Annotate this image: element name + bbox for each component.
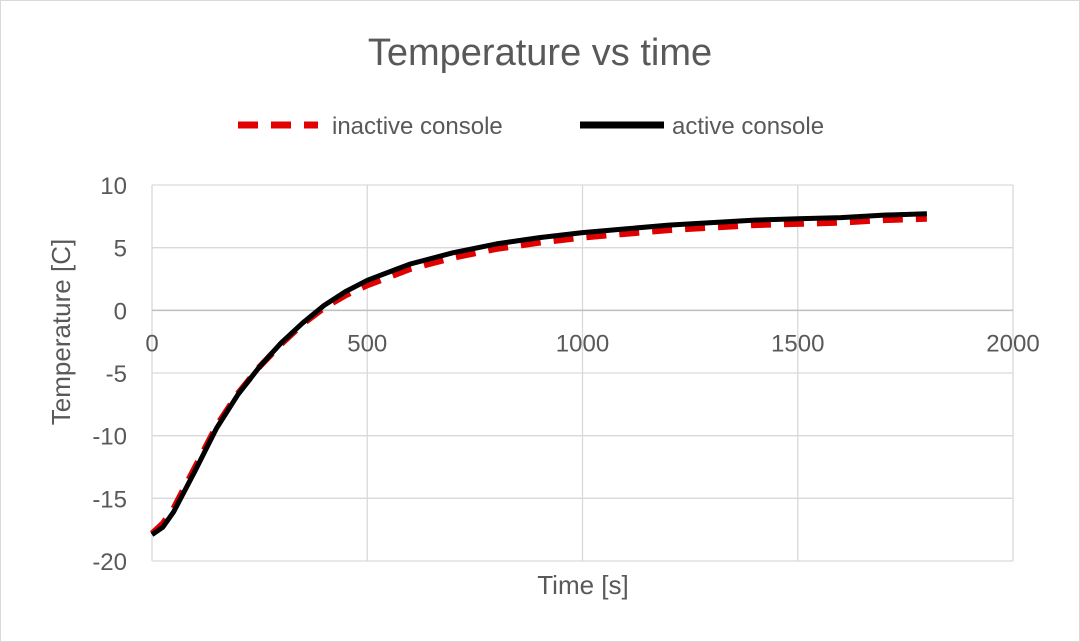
y-tick-label: -10 <box>92 424 127 451</box>
tick-labels: -20 -15 -10 -5 0 5 10 0 500 1000 1500 2000 <box>92 173 1039 576</box>
series-group <box>149 211 927 537</box>
y-tick-label: 0 <box>114 298 127 325</box>
legend-label-inactive-console: inactive console <box>332 113 503 140</box>
x-tick-label: 500 <box>347 330 387 357</box>
x-axis-label: Time [s] <box>537 570 628 600</box>
y-tick-label: 5 <box>114 236 127 263</box>
x-tick-label: 1000 <box>556 330 609 357</box>
legend-label-active-console: active console <box>672 113 824 140</box>
y-tick-label: -20 <box>92 549 127 576</box>
x-tick-label: 1500 <box>771 330 824 357</box>
series-line-active-console <box>150 211 927 537</box>
legend: inactive console active console <box>238 113 824 140</box>
y-tick-label: -15 <box>92 486 127 513</box>
series-line-inactive-console <box>149 215 927 536</box>
y-tick-label: 10 <box>100 173 127 200</box>
grid <box>151 184 1014 562</box>
chart-title: Temperature vs time <box>368 32 712 74</box>
y-axis-label: Temperature [C] <box>46 239 76 425</box>
y-tick-label: -5 <box>106 361 127 388</box>
x-tick-label: 2000 <box>986 330 1039 357</box>
x-tick-label: 0 <box>145 330 158 357</box>
